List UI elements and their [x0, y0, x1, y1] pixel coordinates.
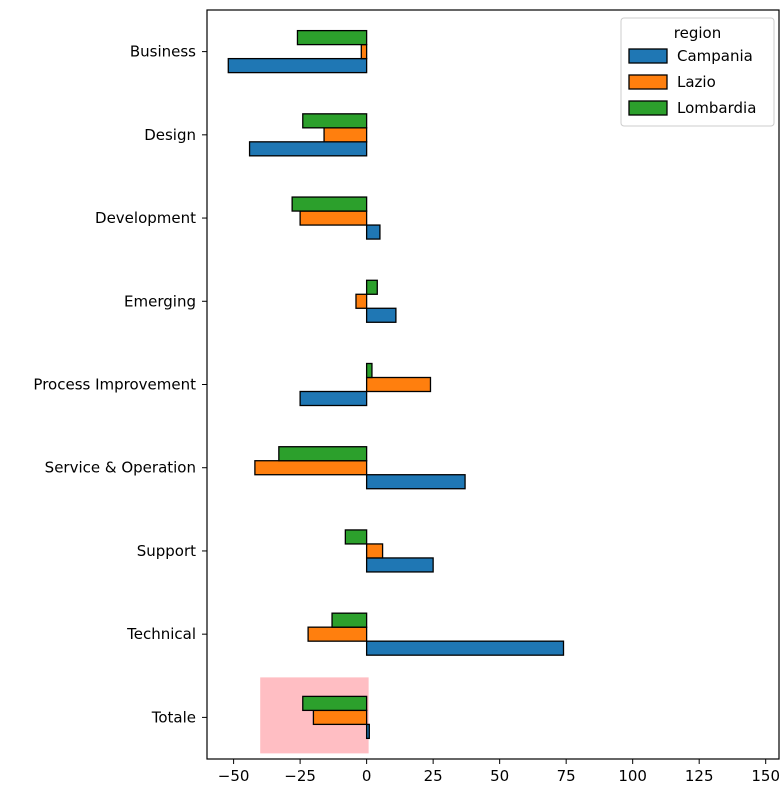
x-tick-label: −25: [284, 767, 316, 785]
bar-lazio-process-improvement: [365, 376, 432, 393]
bar-lombardia-design: [302, 113, 368, 129]
x-tick-label: 0: [362, 767, 372, 785]
bar-campania-process-improvement: [299, 390, 368, 407]
y-tick-label: Emerging: [124, 292, 196, 310]
legend-label-lombardia: Lombardia: [677, 99, 756, 117]
bar-lombardia-emerging: [365, 279, 378, 295]
x-axis: −50 −25 0 25 50 75 100 125 150: [218, 759, 780, 785]
bar-lazio-design: [323, 127, 368, 143]
bar-lazio-technical: [307, 626, 368, 642]
y-tick-label: Service & Operation: [45, 459, 196, 477]
bar-lazio-business: [360, 43, 368, 60]
bar-campania-technical: [365, 640, 565, 656]
legend-label-lazio: Lazio: [677, 73, 716, 91]
bar-lazio-totale: [312, 709, 368, 726]
legend: region Campania Lazio Lombardia: [620, 17, 775, 127]
legend-swatch-lombardia: [628, 100, 668, 116]
x-tick-label: 150: [751, 767, 780, 785]
bar-lombardia-process-improvement: [365, 362, 373, 379]
y-axis: Business Design Development Emerging Process…: [33, 43, 207, 726]
bar-lombardia-totale: [302, 695, 368, 712]
bar-campania-service-operation: [365, 474, 466, 490]
y-tick-label: Development: [95, 209, 196, 227]
y-tick-label: Support: [137, 542, 196, 560]
bar-campania-business: [227, 57, 368, 74]
x-tick-label: −50: [218, 767, 250, 785]
legend-swatch-lazio: [628, 74, 668, 90]
x-tick-label: 100: [618, 767, 647, 785]
bar-lazio-emerging: [355, 293, 368, 309]
bar-lombardia-development: [291, 196, 368, 212]
bar-lazio-support: [365, 543, 384, 559]
bar-campania-design: [248, 141, 368, 157]
bar-lazio-development: [299, 210, 368, 226]
x-tick-label: 25: [424, 767, 443, 785]
bar-lombardia-business: [296, 29, 368, 46]
bar-campania-support: [365, 557, 434, 573]
y-tick-label: Business: [130, 43, 196, 61]
legend-swatch-campania: [628, 48, 668, 64]
x-tick-label: 50: [490, 767, 509, 785]
bar-campania-development: [365, 224, 381, 240]
y-tick-label: Technical: [126, 625, 196, 643]
bar-lombardia-support: [344, 529, 368, 545]
bars-layer: [227, 29, 565, 740]
y-tick-label: Process Improvement: [33, 376, 196, 394]
legend-title: region: [674, 24, 721, 42]
bar-campania-totale: [365, 723, 370, 740]
x-tick-label: 75: [557, 767, 576, 785]
bar-lombardia-technical: [331, 612, 368, 628]
y-tick-label: Totale: [151, 708, 196, 726]
legend-box: [620, 17, 775, 127]
legend-label-campania: Campania: [677, 47, 753, 65]
bar-campania-emerging: [365, 307, 397, 323]
x-tick-label: 125: [685, 767, 714, 785]
bar-lombardia-service-operation: [278, 446, 368, 462]
bar-lazio-service-operation: [254, 460, 368, 476]
y-tick-label: Design: [144, 126, 196, 144]
